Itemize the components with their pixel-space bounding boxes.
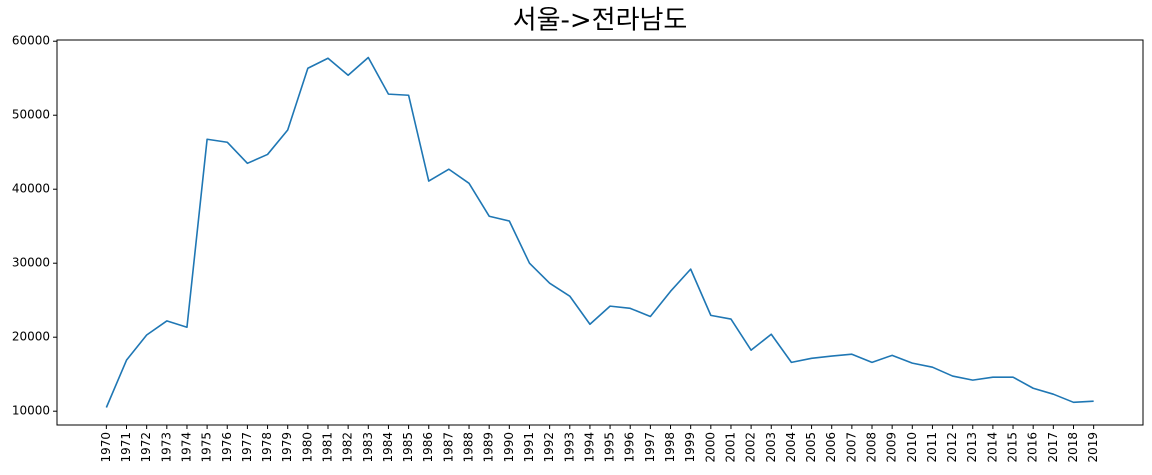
x-tick-label: 2016 <box>1026 432 1040 463</box>
x-tick-label: 1976 <box>220 432 234 463</box>
x-tick-label: 1975 <box>200 432 214 463</box>
x-tick-label: 1972 <box>139 432 153 463</box>
x-tick-label: 2019 <box>1086 432 1100 463</box>
x-tick-label: 2001 <box>723 432 737 463</box>
x-tick-label: 1986 <box>421 432 435 463</box>
x-tick-label: 1973 <box>159 432 173 463</box>
x-tick-label: 1994 <box>582 432 596 463</box>
x-tick-label: 1991 <box>522 432 536 463</box>
x-tick-label: 2011 <box>925 432 939 463</box>
x-tick-label: 1984 <box>381 432 395 463</box>
x-tick-label: 1982 <box>341 432 355 463</box>
x-tick-label: 1999 <box>683 432 697 463</box>
x-tick-label: 2012 <box>945 432 959 463</box>
x-tick-label: 1974 <box>179 432 193 463</box>
y-tick-label: 50000 <box>12 108 50 122</box>
x-tick-label: 2004 <box>784 432 798 463</box>
x-tick-label: 1989 <box>482 432 496 463</box>
x-tick-label: 1977 <box>240 432 254 463</box>
x-tick-label: 1990 <box>502 432 516 463</box>
x-tick-label: 2015 <box>1006 432 1020 463</box>
x-tick-label: 1983 <box>361 432 375 463</box>
y-tick-label: 60000 <box>12 34 50 48</box>
x-tick-label: 1985 <box>401 432 415 463</box>
y-tick-label: 10000 <box>12 404 50 418</box>
x-tick-label: 2007 <box>844 432 858 463</box>
x-tick-label: 2002 <box>744 432 758 463</box>
x-tick-label: 1981 <box>320 432 334 463</box>
x-tick-label: 1996 <box>623 432 637 463</box>
x-tick-label: 1998 <box>663 432 677 463</box>
x-tick-label: 2013 <box>965 432 979 463</box>
x-tick-label: 1997 <box>643 432 657 463</box>
x-tick-label: 2009 <box>885 432 899 463</box>
x-tick-label: 2000 <box>703 432 717 463</box>
y-tick-label: 30000 <box>12 256 50 270</box>
x-tick-label: 1992 <box>542 432 556 463</box>
x-tick-label: 1995 <box>603 432 617 463</box>
x-tick-label: 1993 <box>562 432 576 463</box>
chart-title: 서울->전라남도 <box>513 6 688 36</box>
y-tick-label: 40000 <box>12 182 50 196</box>
x-tick-label: 2014 <box>985 432 999 463</box>
x-tick-label: 1987 <box>441 432 455 463</box>
x-tick-label: 2017 <box>1046 432 1060 463</box>
x-tick-label: 1979 <box>280 432 294 463</box>
x-tick-label: 2010 <box>905 432 919 463</box>
x-tick-label: 1978 <box>260 432 274 463</box>
x-tick-label: 2005 <box>804 432 818 463</box>
plot-frame <box>56 39 1144 426</box>
x-tick-label: 1970 <box>99 432 113 463</box>
x-tick-label: 2018 <box>1066 432 1080 463</box>
x-tick-label: 1988 <box>462 432 476 463</box>
x-tick-label: 2003 <box>764 432 778 463</box>
x-tick-label: 2008 <box>865 432 879 463</box>
x-tick-label: 1980 <box>300 432 314 463</box>
data-line <box>105 56 1094 408</box>
x-tick-label: 1971 <box>119 432 133 463</box>
y-tick-label: 20000 <box>12 330 50 344</box>
x-tick-label: 2006 <box>824 432 838 463</box>
